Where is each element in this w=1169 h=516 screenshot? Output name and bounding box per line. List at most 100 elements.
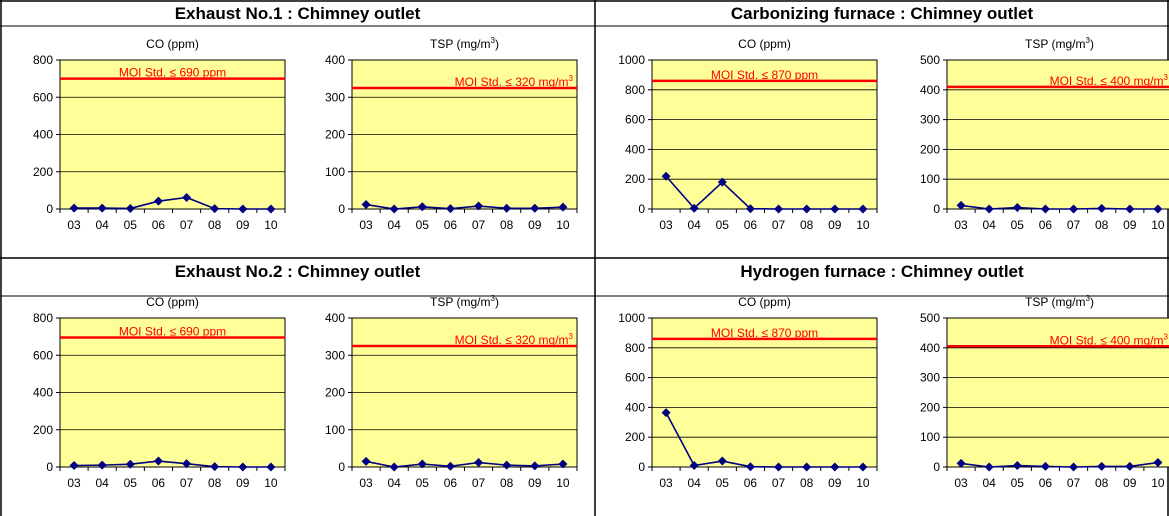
data-point: [389, 204, 399, 214]
x-tick-label: 06: [1039, 476, 1053, 490]
x-tick-label: 10: [856, 218, 870, 232]
data-point: [417, 459, 427, 469]
chart-title-sup: 3: [491, 36, 496, 45]
x-tick-label: 07: [772, 476, 786, 490]
standard-label-sup: 3: [1164, 332, 1169, 341]
data-point: [717, 456, 727, 466]
x-tick-label: 09: [528, 476, 542, 490]
y-tick-label: 0: [338, 460, 345, 474]
x-tick-label: 04: [388, 476, 402, 490]
y-tick-label: 1000: [618, 311, 645, 325]
y-tick-label: 800: [625, 341, 645, 355]
x-tick-label: 09: [236, 476, 250, 490]
y-tick-label: 600: [33, 90, 53, 104]
data-point: [238, 462, 248, 472]
standard-label-text: MOI Std. ≤ 870 ppm: [711, 326, 818, 340]
y-tick-label: 800: [625, 83, 645, 97]
x-tick-label: 04: [688, 476, 702, 490]
data-point: [1097, 203, 1107, 213]
x-tick-label: 03: [359, 218, 373, 232]
x-tick-label: 03: [659, 476, 673, 490]
y-tick-label: 100: [920, 430, 940, 444]
data-point: [1012, 203, 1022, 213]
standard-label-sup: 3: [1164, 73, 1169, 82]
standard-label-sup: 3: [569, 332, 574, 341]
chart-title: TSP (mg/m3): [430, 294, 499, 309]
x-tick-label: 03: [67, 218, 81, 232]
chart-title-unit: ): [495, 295, 499, 309]
data-point: [389, 462, 399, 472]
x-tick-label: 09: [1123, 218, 1137, 232]
x-tick-label: 07: [472, 476, 486, 490]
y-tick-label: 400: [325, 53, 345, 67]
y-tick-label: 800: [33, 311, 53, 325]
series-line: [960, 204, 1158, 210]
x-tick-label: 09: [1123, 476, 1137, 490]
y-tick-label: 300: [920, 371, 940, 385]
x-tick-label: 04: [96, 476, 110, 490]
panel-exhaust-2: Exhaust No.2 : Chimney outlet: [0, 258, 595, 516]
data-point: [1097, 461, 1107, 471]
chart-title-text: CO (ppm): [738, 295, 791, 309]
y-tick-label: 200: [625, 172, 645, 186]
x-tick-label: 04: [688, 218, 702, 232]
y-tick-label: 0: [638, 460, 645, 474]
chart-title: CO (ppm): [738, 295, 791, 309]
series-line: [365, 203, 563, 210]
series-line: [365, 460, 563, 468]
data-point: [1069, 204, 1079, 214]
data-point: [802, 204, 812, 214]
y-tick-label: 600: [625, 113, 645, 127]
data-point: [502, 460, 512, 470]
data-point: [661, 171, 671, 181]
y-tick-label: 800: [33, 53, 53, 67]
plot-area: [946, 59, 1169, 210]
chart-title-sup: 3: [1086, 36, 1091, 45]
data-point: [266, 204, 276, 214]
y-tick-label: 500: [920, 53, 940, 67]
standard-label-text: MOI Std. ≤ 400 mg/m: [1050, 74, 1164, 88]
y-tick-label: 1000: [618, 53, 645, 67]
x-tick-label: 07: [1067, 476, 1081, 490]
x-tick-label: 09: [236, 218, 250, 232]
data-point: [689, 203, 699, 213]
data-point: [445, 461, 455, 471]
data-point: [1125, 461, 1135, 471]
y-tick-label: 400: [325, 311, 345, 325]
chart-title-text: TSP (mg/m: [1025, 37, 1085, 51]
data-point: [1125, 204, 1135, 214]
plot-area: [651, 59, 878, 210]
data-point: [182, 459, 192, 469]
y-tick-label: 300: [325, 348, 345, 362]
x-tick-label: 06: [744, 476, 758, 490]
standard-label-sup: 3: [569, 74, 574, 83]
x-tick-label: 04: [983, 218, 997, 232]
data-point: [125, 459, 135, 469]
data-point: [558, 202, 568, 212]
chart-title-sup: 3: [491, 294, 496, 303]
data-point: [445, 204, 455, 214]
panel-title: Exhaust No.2 : Chimney outlet: [174, 262, 421, 281]
data-point: [830, 462, 840, 472]
data-point: [830, 204, 840, 214]
x-tick-label: 05: [416, 218, 430, 232]
data-point: [1040, 204, 1050, 214]
chart-title-text: TSP (mg/m: [1025, 295, 1085, 309]
chart-title-unit: ): [495, 37, 499, 51]
y-tick-label: 500: [920, 311, 940, 325]
chart-title-text: TSP (mg/m: [430, 37, 490, 51]
chart-title: TSP (mg/m3): [430, 36, 499, 51]
x-tick-label: 08: [208, 218, 222, 232]
x-tick-label: 08: [800, 218, 814, 232]
data-point: [717, 177, 727, 187]
standard-label: MOI Std. ≤ 320 mg/m3: [455, 332, 574, 347]
x-tick-label: 03: [659, 218, 673, 232]
x-tick-label: 10: [264, 476, 278, 490]
data-point: [858, 204, 868, 214]
x-tick-label: 10: [1151, 476, 1165, 490]
data-point: [984, 204, 994, 214]
data-point: [361, 456, 371, 466]
y-tick-label: 0: [638, 202, 645, 216]
